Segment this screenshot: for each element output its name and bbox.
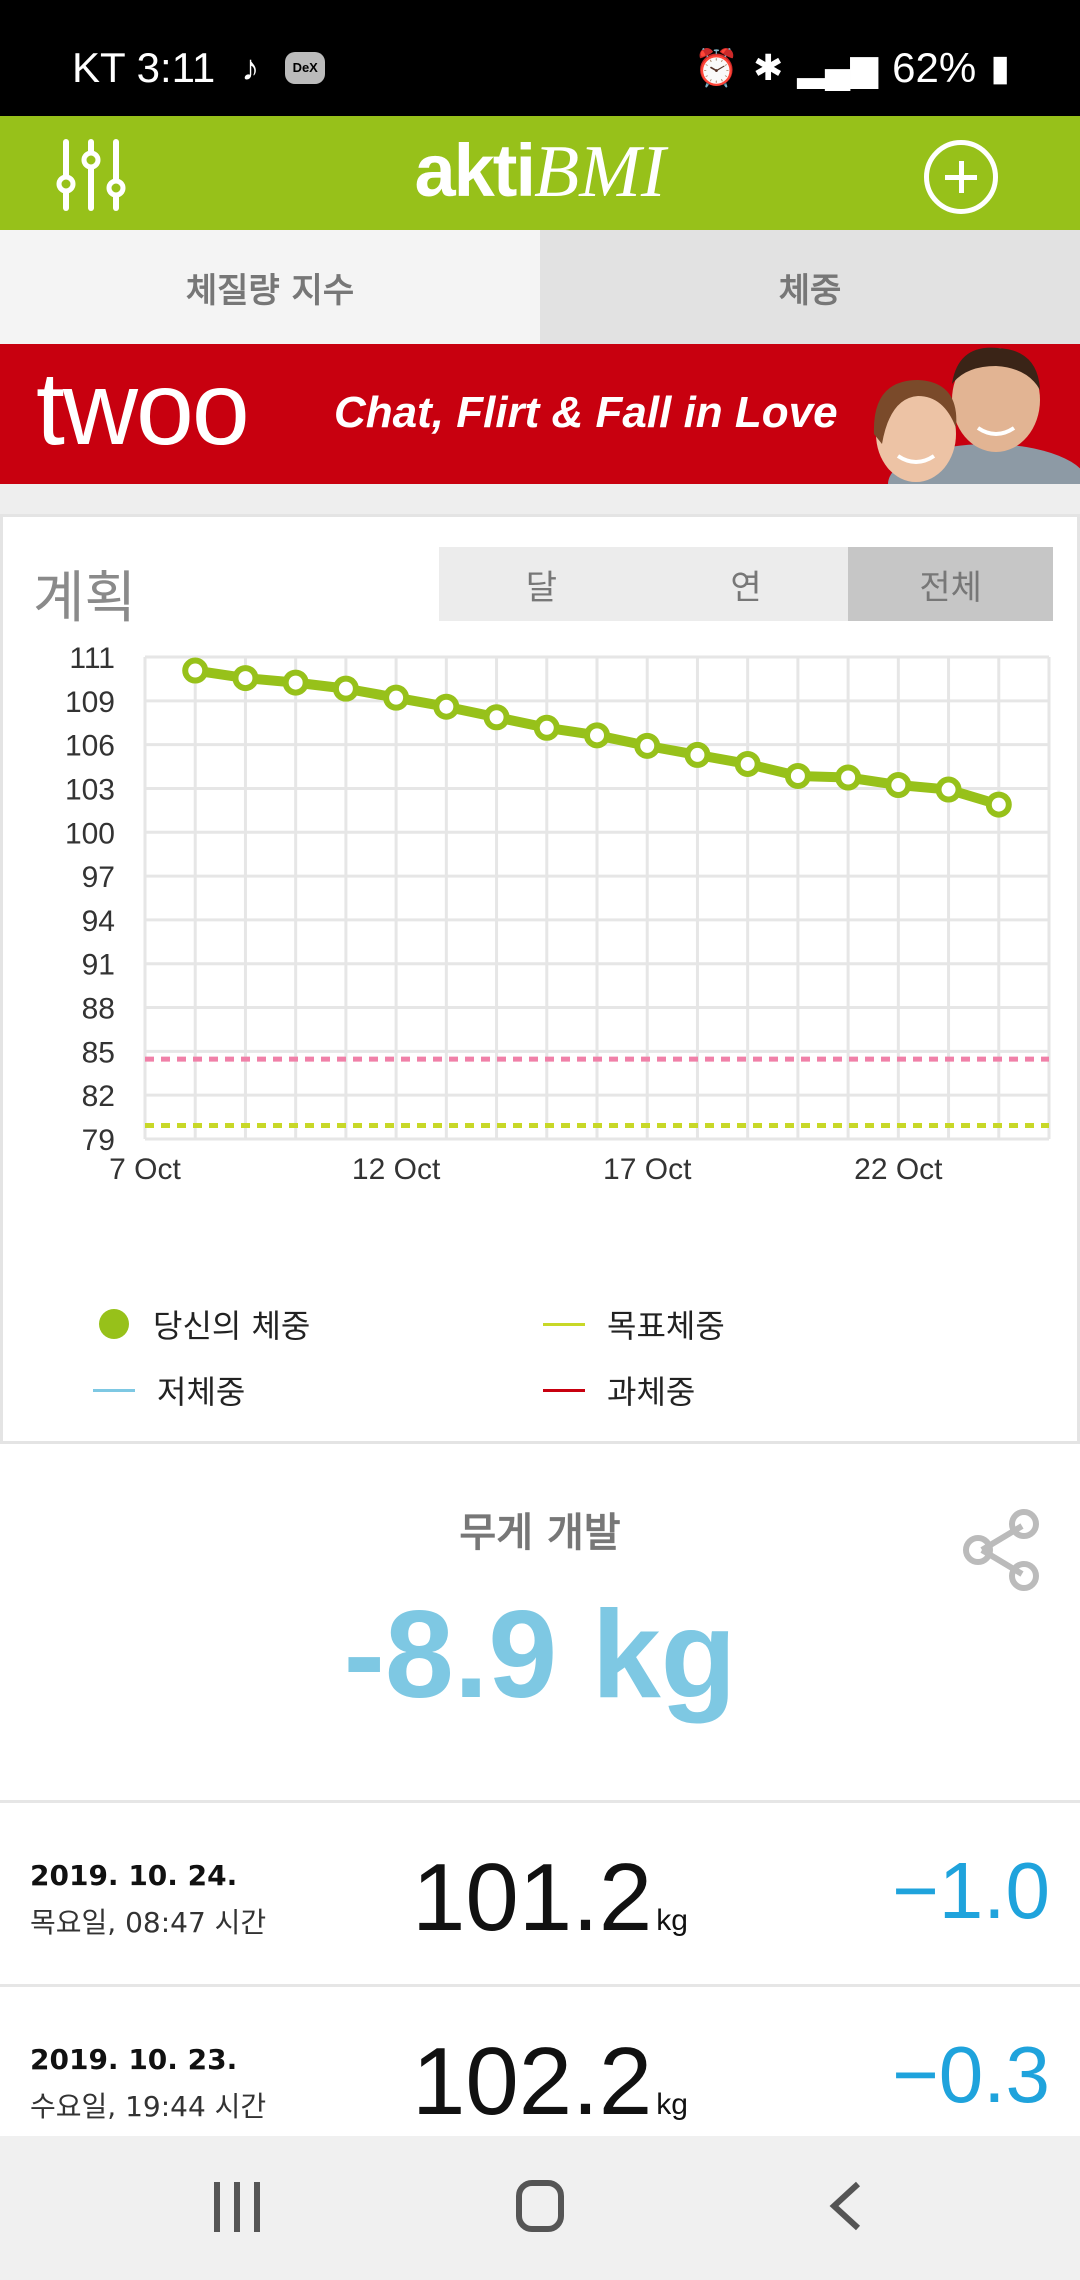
y-tick-label: 111 [69, 647, 115, 675]
entry-weight-value: 101.2 [412, 1844, 653, 1951]
status-bar: KT 3:11 ♪ DeX ⏰ ✱ ▂▄▆ 62% ▮ [0, 0, 1080, 116]
segment-all[interactable]: 전체 [848, 547, 1054, 621]
bluetooth-icon: ✱ [753, 47, 784, 88]
legend-label: 목표체중 [607, 1307, 725, 1345]
y-tick-label: 103 [65, 773, 115, 806]
status-left: KT 3:11 ♪ DeX [72, 44, 326, 92]
entry-diff: −1.0 [892, 1846, 1050, 1935]
data-point [182, 657, 209, 684]
entry-weight: 101.2 kg [412, 1843, 688, 1953]
entry-time: 목요일, 08:47 시간 [30, 1906, 267, 1939]
carrier-time: KT 3:11 [72, 44, 216, 91]
y-tick-label: 109 [65, 686, 115, 719]
data-point [383, 684, 410, 711]
x-tick-label: 7 Oct [109, 1153, 181, 1186]
alarm-icon: ⏰ [694, 47, 740, 88]
y-tick-label: 94 [82, 905, 115, 938]
data-point [985, 791, 1012, 818]
app-title: aktiBMI [0, 128, 1080, 215]
data-point [483, 704, 510, 731]
y-tick-label: 97 [82, 861, 115, 894]
period-selector: 달 연 전체 [439, 547, 1054, 621]
data-point [232, 665, 259, 692]
entry-weight-unit: kg [656, 2088, 688, 2121]
y-tick-label: 85 [82, 1036, 115, 1069]
legend-label: 과체중 [607, 1373, 696, 1411]
data-point [332, 675, 359, 702]
sliders-icon[interactable] [56, 138, 126, 212]
app-title-part1: akti [414, 129, 536, 212]
data-point [784, 762, 811, 789]
data-point [584, 722, 610, 749]
data-point [885, 772, 912, 799]
segment-year[interactable]: 연 [643, 547, 849, 621]
legend-target-weight: 목표체중 [543, 1301, 725, 1347]
home-icon[interactable] [516, 2180, 564, 2232]
entry-weight-value: 102.2 [412, 2028, 653, 2135]
x-tick-label: 22 Oct [854, 1153, 943, 1186]
legend-line-icon [543, 1388, 585, 1392]
ad-banner[interactable]: twoo Chat, Flirt & Fall in Love [0, 344, 1080, 484]
y-tick-label: 100 [65, 817, 115, 850]
chart-legend: 당신의 체중 목표체중 저체중 과체중 [93, 1297, 1053, 1447]
entry-weight-unit: kg [656, 1904, 688, 1937]
y-tick-label: 88 [82, 993, 115, 1026]
data-point [282, 669, 309, 696]
data-point [835, 764, 862, 791]
battery-charging-icon: ▮ [990, 47, 1010, 88]
x-tick-label: 12 Oct [352, 1153, 441, 1186]
tab-weight[interactable]: 체중 [540, 230, 1080, 344]
recent-apps-icon[interactable] [214, 2182, 260, 2232]
app-title-part2: BMI [534, 131, 666, 213]
plus-circle-icon[interactable] [924, 140, 998, 214]
x-tick-label: 17 Oct [603, 1153, 692, 1186]
plan-card: 계획 달 연 전체 111 109 106 103 100 97 94 91 88 85 82 79 7… [0, 514, 1080, 1444]
data-point [935, 776, 962, 803]
system-nav-bar [0, 2136, 1080, 2280]
weight-development-value: -8.9 kg [343, 1586, 737, 1724]
section-gap [0, 484, 1080, 514]
tab-bmi[interactable]: 체질량 지수 [0, 230, 540, 344]
legend-dot-icon [99, 1309, 129, 1339]
legend-overweight: 과체중 [543, 1367, 695, 1413]
y-tick-label: 82 [82, 1080, 115, 1113]
data-point [634, 732, 661, 759]
status-right: ⏰ ✱ ▂▄▆ 62% ▮ [694, 44, 1010, 92]
legend-underweight: 저체중 [93, 1367, 245, 1413]
battery-percent: 62% [892, 44, 977, 91]
weight-development: 무게 개발 -8.9 kg [0, 1444, 1080, 1800]
segment-month[interactable]: 달 [439, 547, 644, 621]
couple-image [838, 344, 1080, 484]
plan-title: 계획 [33, 566, 137, 631]
data-point [684, 741, 711, 768]
entry-time: 수요일, 19:44 시간 [30, 2090, 267, 2123]
weight-development-label: 무게 개발 [459, 1510, 621, 1556]
share-icon[interactable] [960, 1508, 1044, 1592]
weight-chart: 111 109 106 103 100 97 94 91 88 85 82 797 Oct 12 Oct… [65, 647, 1051, 1186]
y-tick-label: 106 [65, 730, 115, 763]
legend-line-icon [543, 1322, 585, 1326]
legend-your-weight: 당신의 체중 [99, 1301, 310, 1347]
entry-date: 2019. 10. 24. [30, 1859, 238, 1892]
y-tick-label: 79 [82, 1124, 115, 1157]
music-note-icon: ♪ [241, 47, 260, 88]
data-point [734, 750, 761, 777]
legend-label: 저체중 [157, 1373, 246, 1411]
back-icon[interactable] [826, 2180, 866, 2232]
entry-row[interactable]: 2019. 10. 24. 목요일, 08:47 시간 101.2 kg −1.0 [0, 1800, 1080, 1984]
banner-logo: twoo [36, 351, 250, 467]
dex-icon: DeX [285, 52, 326, 84]
banner-slogan: Chat, Flirt & Fall in Love [334, 388, 838, 437]
tab-bar: 체질량 지수 체중 [0, 230, 1080, 344]
y-tick-label: 91 [82, 949, 115, 982]
app-bar: aktiBMI [0, 116, 1080, 230]
legend-label: 당신의 체중 [153, 1307, 311, 1345]
entry-weight: 102.2 kg [412, 2027, 688, 2137]
entry-date: 2019. 10. 23. [30, 2043, 238, 2076]
data-point [433, 693, 460, 720]
entry-diff: −0.3 [892, 2030, 1050, 2119]
signal-icon: ▂▄▆ [797, 47, 879, 88]
data-point [533, 714, 560, 741]
legend-line-icon [93, 1388, 135, 1392]
